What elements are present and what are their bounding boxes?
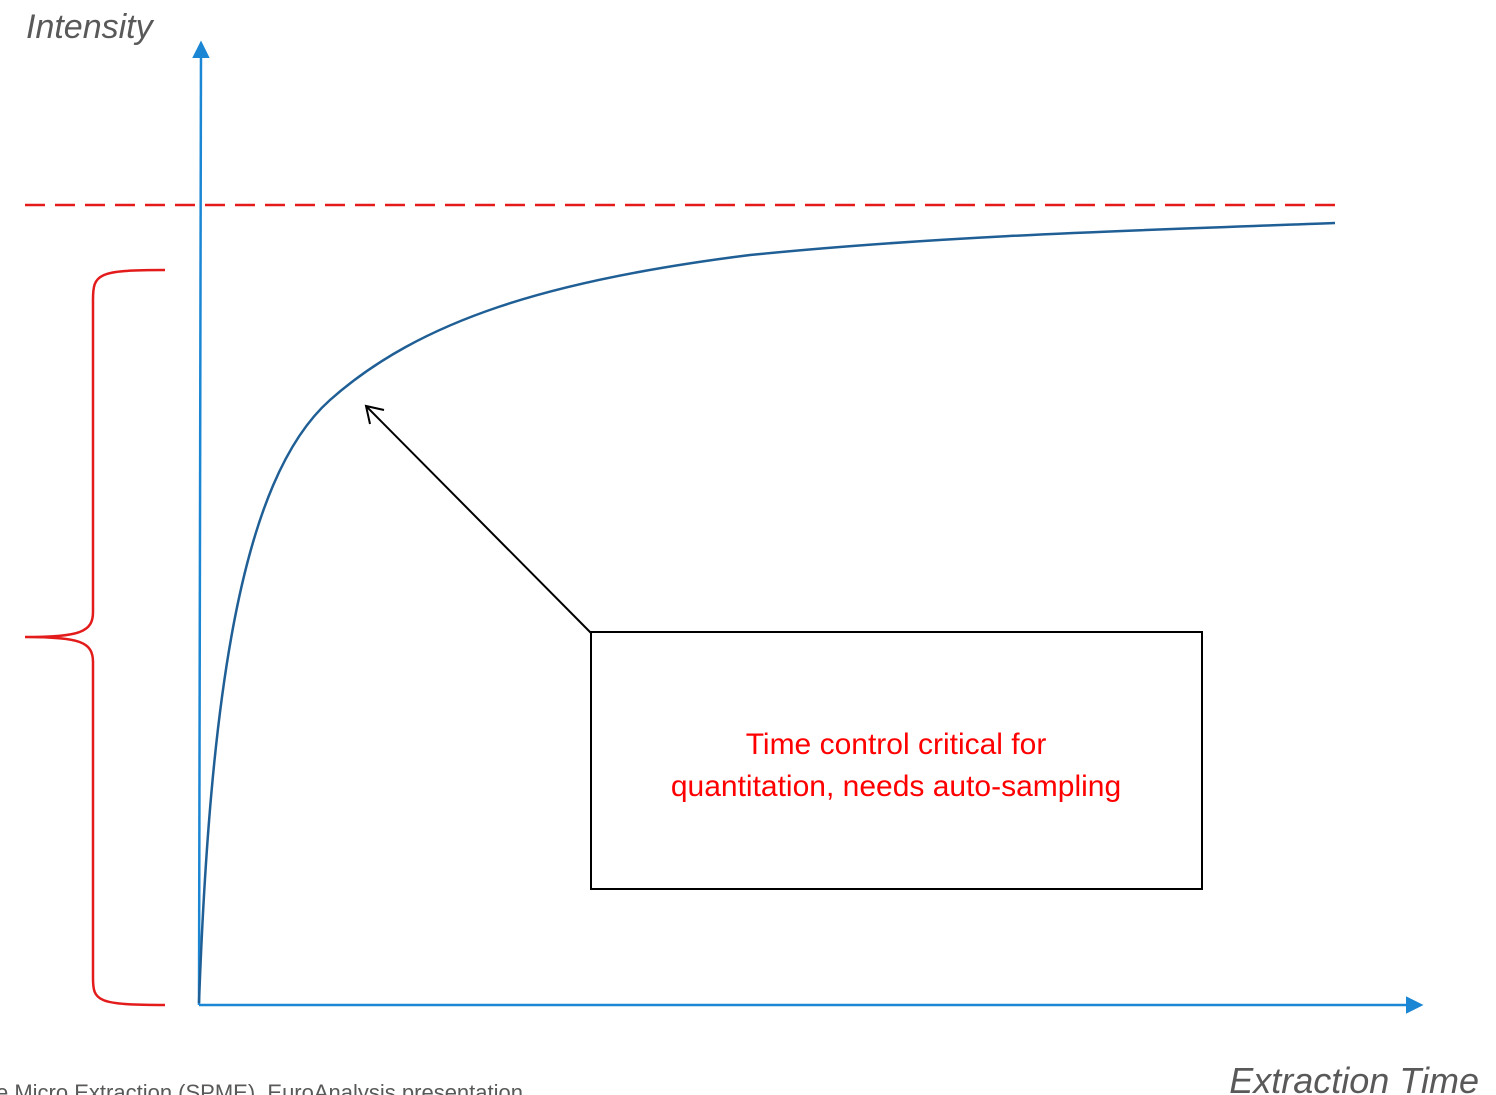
range-brace — [24, 268, 166, 1007]
callout-box — [590, 631, 1203, 890]
callout-arrowhead — [364, 404, 385, 425]
x-axis-label: Extraction Time — [1229, 1060, 1479, 1095]
callout-text: Time control critical for — [746, 728, 1047, 761]
extraction-curve — [197, 221, 1336, 1004]
y-axis — [192, 40, 210, 1006]
footer: e Micro Extraction (SPME), EuroAnalysis … — [0, 1080, 523, 1095]
callout-arrow — [366, 406, 592, 634]
callout-text: quantitation, needs auto-sampling — [671, 770, 1121, 803]
y-axis-label: Intensity — [26, 8, 155, 46]
